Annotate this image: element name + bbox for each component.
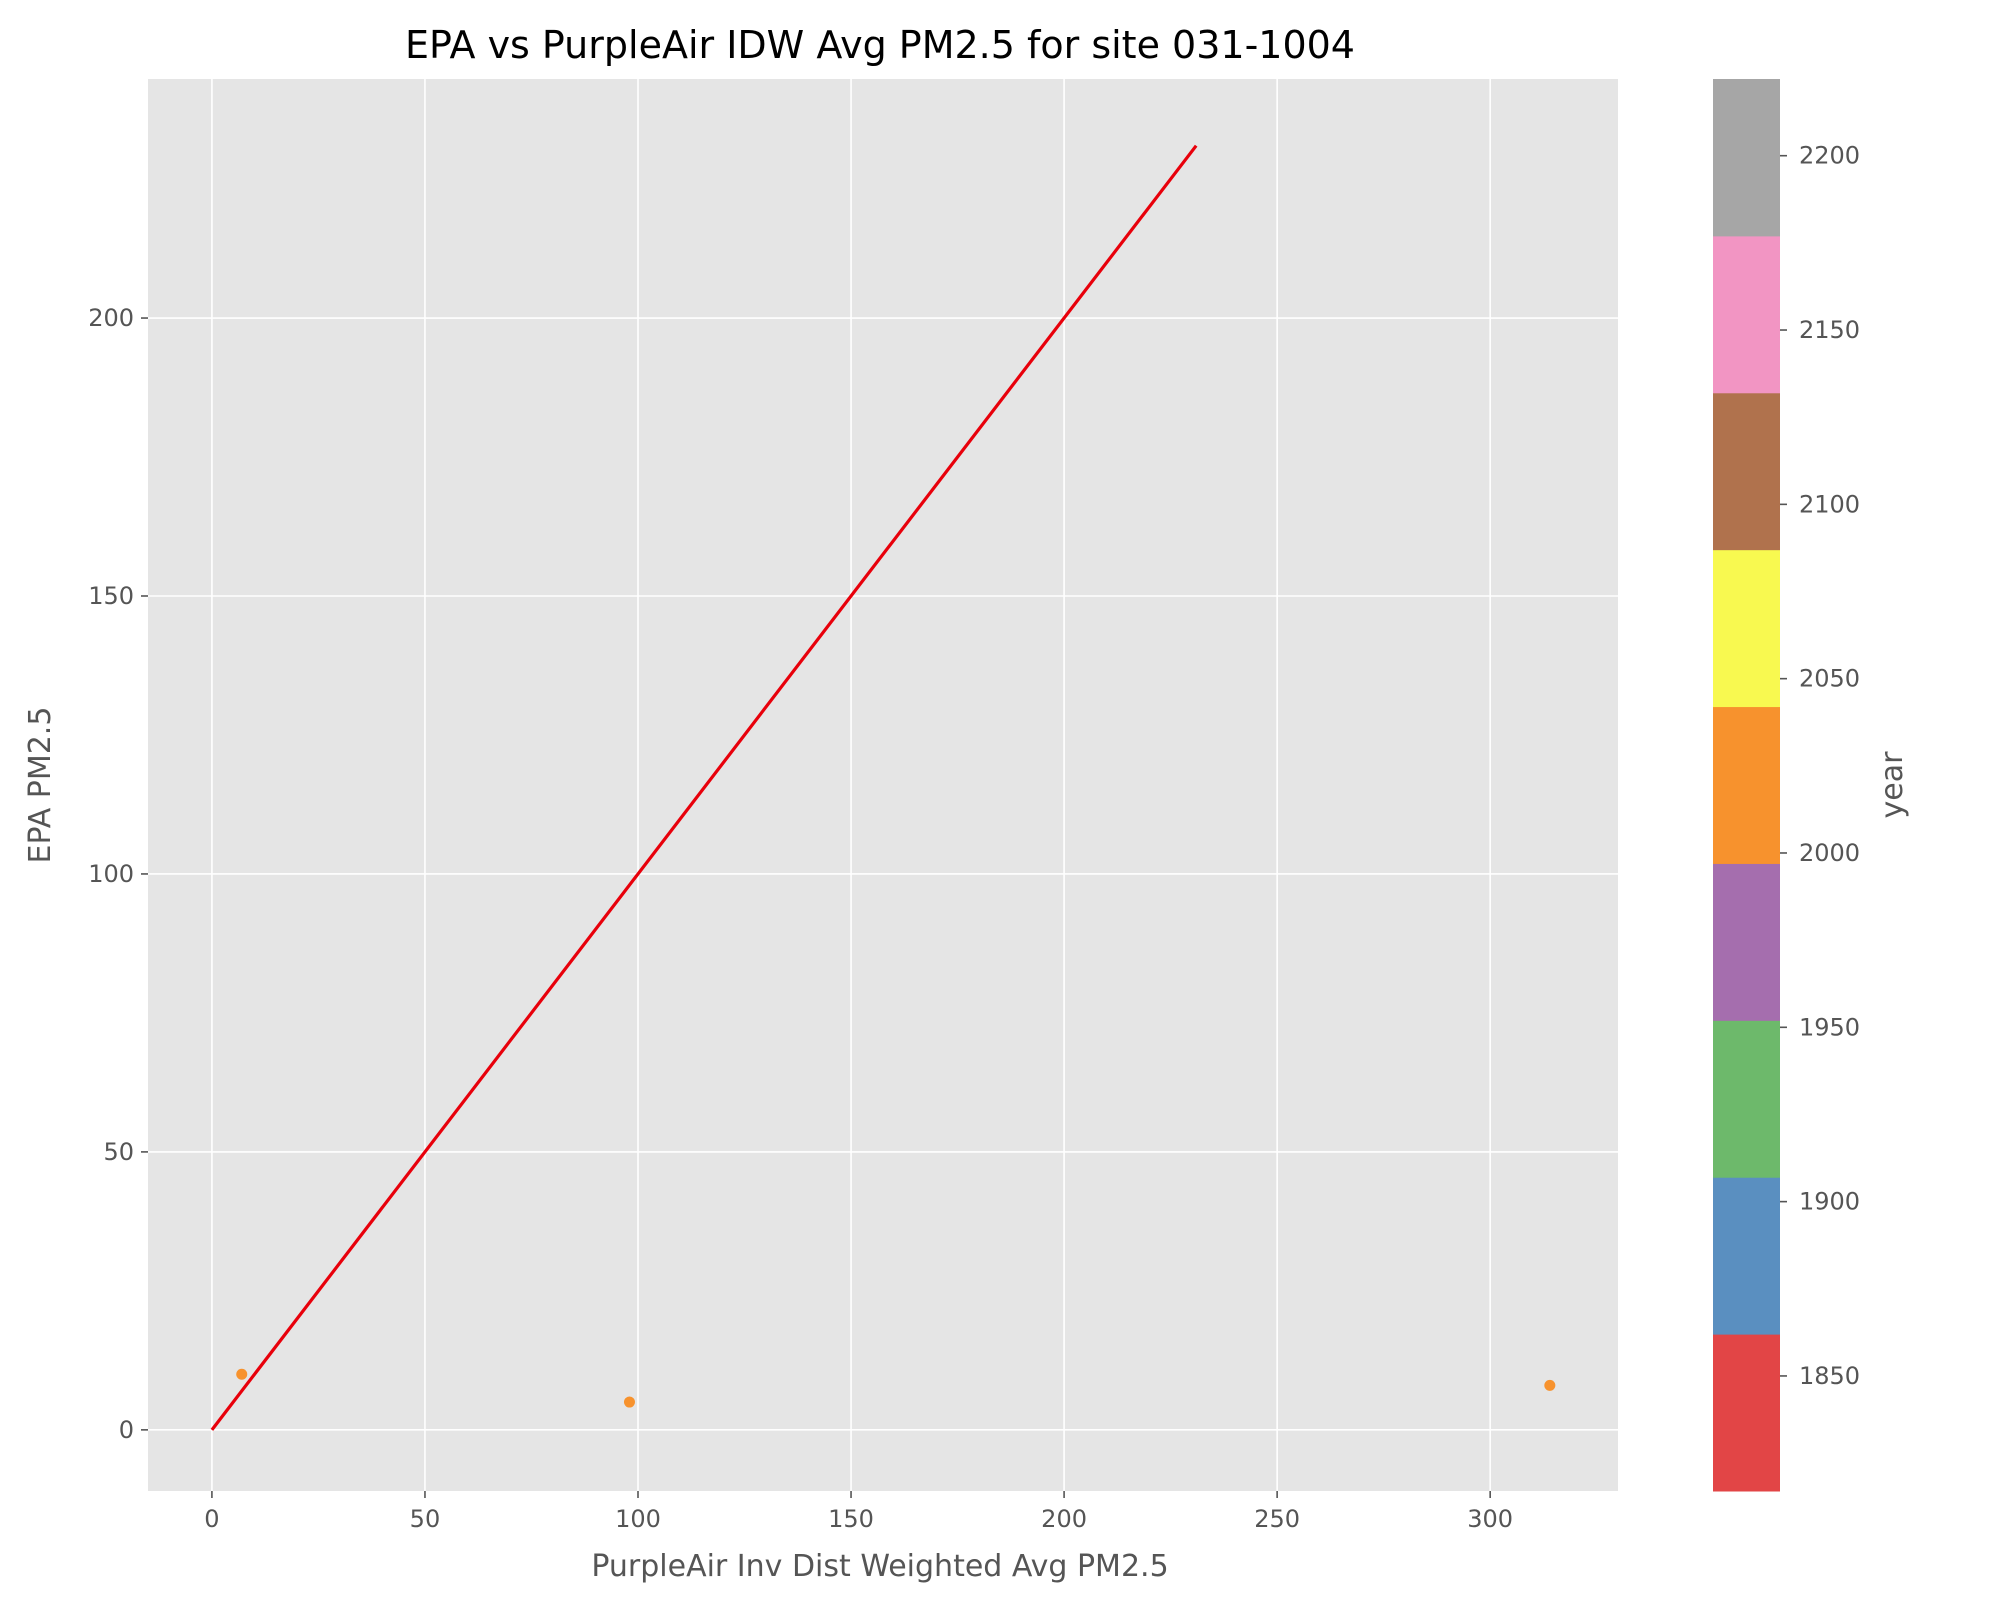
x-tick-label: 200 [1041,1505,1087,1533]
colorbar-segment [1713,1020,1780,1178]
x-tick-label: 250 [1254,1505,1300,1533]
data-point [236,1368,248,1380]
colorbar: 1850 1900 1950 2000 2050 2100 2150 2200 [1713,79,1860,1492]
colorbar-segment [1713,1334,1780,1492]
plot-area [148,79,1618,1491]
colorbar-tick-label: 2000 [1799,839,1860,867]
colorbar-tick-label: 1850 [1799,1362,1860,1390]
x-tick-label: 150 [828,1505,874,1533]
x-tick-label: 0 [204,1505,219,1533]
colorbar-tick-label: 2100 [1799,490,1860,518]
data-point [1544,1379,1556,1391]
y-tick-label: 150 [88,582,134,610]
y-tick-label: 100 [88,860,134,888]
colorbar-segment [1713,863,1780,1021]
colorbar-segment [1713,392,1780,551]
axis-ticks: 0 50 100 150 200 250 300 0 50 100 150 200 [88,304,1513,1533]
x-tick-label: 300 [1467,1505,1513,1533]
grid [148,79,1618,1491]
x-tick-label: 100 [615,1505,661,1533]
data-points [236,1368,1556,1408]
colorbar-tick-label: 2050 [1799,665,1860,693]
x-tick-label: 50 [410,1505,441,1533]
colorbar-tick-label: 1950 [1799,1013,1860,1041]
colorbar-segment [1713,706,1780,864]
y-tick-label: 50 [103,1138,134,1166]
colorbar-tick-label: 2150 [1799,316,1860,344]
colorbar-tick-label: 2200 [1799,142,1860,170]
reference-line [210,144,1198,1431]
colorbar-label: year [1875,751,1910,819]
colorbar-tick-label: 1900 [1799,1188,1860,1216]
colorbar-segment [1713,1177,1780,1335]
chart-title: EPA vs PurpleAir IDW Avg PM2.5 for site … [405,23,1355,67]
reference-line-layer [210,144,1198,1431]
y-tick-label: 200 [88,304,134,332]
colorbar-segment [1713,79,1780,237]
y-tick-label: 0 [119,1416,134,1444]
colorbar-segment [1713,235,1780,394]
y-axis-label: EPA PM2.5 [23,707,58,864]
x-axis-label: PurpleAir Inv Dist Weighted Avg PM2.5 [591,1549,1168,1584]
data-point [623,1396,635,1408]
colorbar-segment [1713,549,1780,708]
